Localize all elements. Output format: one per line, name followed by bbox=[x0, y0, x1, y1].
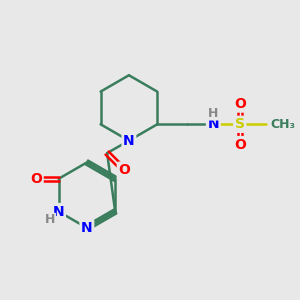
Text: N: N bbox=[123, 134, 135, 148]
Text: O: O bbox=[118, 163, 130, 177]
Text: N: N bbox=[208, 117, 219, 131]
Text: S: S bbox=[235, 117, 245, 131]
Text: H: H bbox=[45, 213, 55, 226]
Text: O: O bbox=[234, 97, 246, 111]
Text: CH₃: CH₃ bbox=[270, 118, 295, 131]
Text: N: N bbox=[81, 221, 93, 235]
Text: O: O bbox=[30, 172, 42, 186]
Text: O: O bbox=[234, 137, 246, 152]
Text: H: H bbox=[208, 107, 218, 120]
Text: N: N bbox=[53, 205, 64, 218]
